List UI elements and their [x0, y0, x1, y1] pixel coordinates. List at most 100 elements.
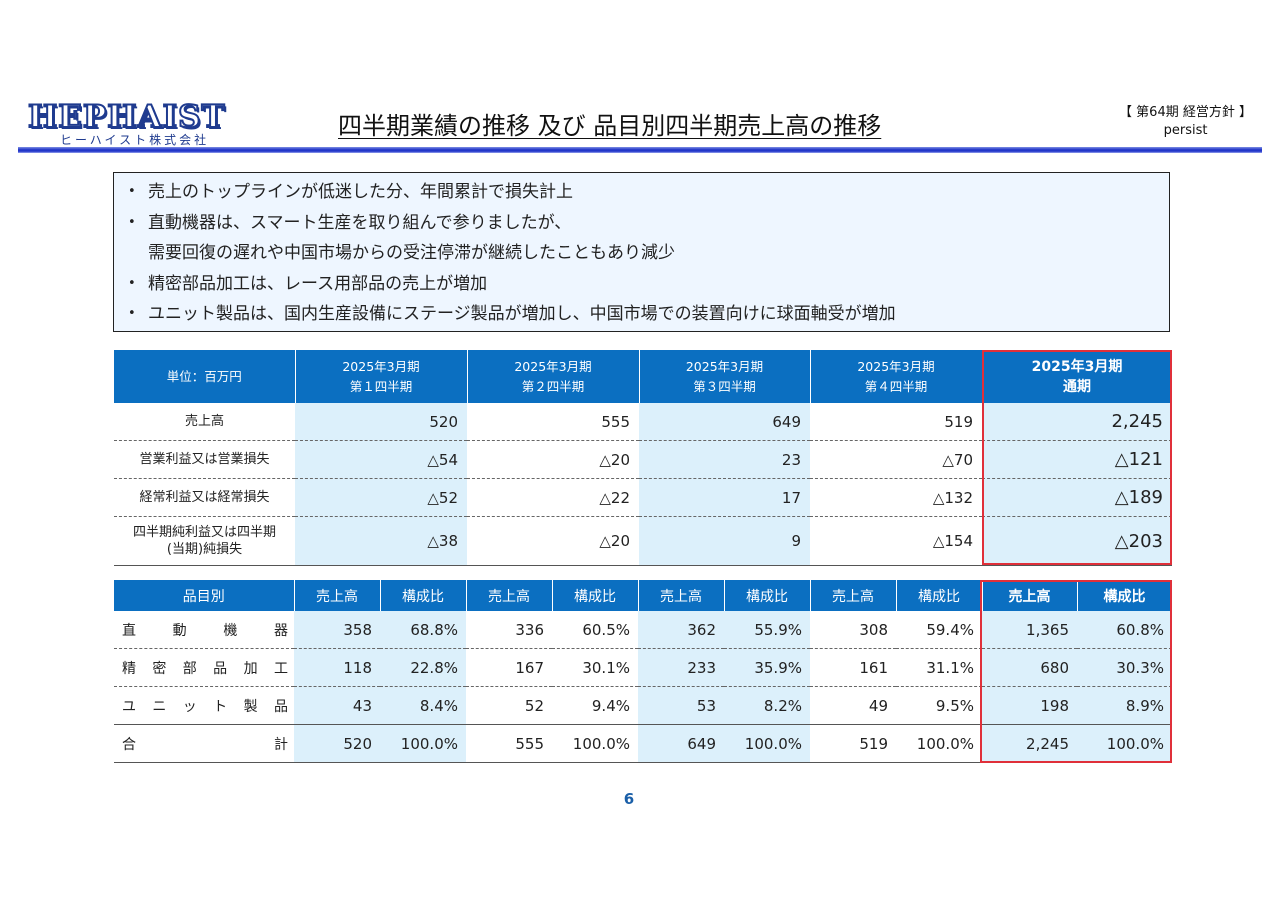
table-cell: 23 [639, 440, 810, 479]
table-cell: △52 [295, 478, 467, 517]
sales-header: 売上高 [294, 580, 381, 611]
table-row: 直動機器 358 68.8% 336 60.5% 362 55.9% 308 5… [114, 611, 1172, 649]
table-cell: 161 [810, 648, 896, 687]
bullet-item: • 直動機器は、スマート生産を取り組んで参りましたが、 [128, 208, 1169, 239]
table-cell: 30.1% [552, 648, 638, 687]
table-cell: 649 [638, 724, 724, 763]
sales-header: 売上高 [638, 580, 725, 611]
table-cell: 30.3% [1077, 648, 1172, 687]
logo-company-name: ヒーハイスト株式会社 [60, 133, 210, 147]
table-cell-full-year: △203 [982, 516, 1172, 566]
table-cell: 362 [638, 611, 724, 649]
table-row: 精密部品加工 118 22.8% 167 30.1% 233 35.9% 161… [114, 648, 1172, 687]
table-cell: 2,245 [982, 724, 1077, 763]
corner-period: 【 第64期 経営方針 】 [1119, 105, 1252, 120]
table-cell: 53 [638, 686, 724, 725]
table-header-row: 単位：百万円 2025年3月期 第１四半期 2025年3月期 第２四半期 2025年… [114, 350, 1173, 403]
quarterly-results-table: 単位：百万円 2025年3月期 第１四半期 2025年3月期 第２四半期 2025年… [114, 350, 1173, 566]
category-header: 品目別 [114, 580, 295, 611]
corner-label: 【 第64期 経営方針 】 persist [1119, 104, 1252, 140]
table-cell: 100.0% [1077, 724, 1172, 763]
table-cell: 649 [639, 403, 810, 441]
table-cell: △70 [810, 440, 982, 479]
column-header-q4: 2025年3月期 第４四半期 [810, 350, 983, 403]
table-cell: 9.5% [896, 686, 982, 725]
table-cell-full-year: 2,245 [982, 403, 1172, 441]
table-cell: 308 [810, 611, 896, 649]
column-header-full-year: 2025年3月期 通期 [982, 350, 1173, 403]
table-cell: 9.4% [552, 686, 638, 725]
row-label: 四半期純利益又は四半期 (当期)純損失 [114, 516, 295, 566]
company-logo: HEPHAIST ヒーハイスト株式会社 [27, 99, 248, 149]
table-cell: 8.9% [1077, 686, 1172, 725]
table-cell: △20 [467, 440, 639, 479]
table-cell: 31.1% [896, 648, 982, 687]
row-label: 経常利益又は経常損失 [114, 478, 295, 517]
table-cell: 233 [638, 648, 724, 687]
table-cell: 100.0% [724, 724, 810, 763]
logo-wordmark: HEPHAIST [27, 99, 226, 135]
table-cell: 555 [466, 724, 552, 763]
bullet-dot-icon: • [128, 184, 136, 199]
table-cell: 59.4% [896, 611, 982, 649]
header-divider [18, 147, 1262, 153]
page-title: 四半期業績の推移 及び 品目別四半期売上高の推移 [338, 112, 882, 140]
table-header-row: 品目別 売上高 構成比 売上高 構成比 売上高 構成比 売上高 構成比 売上高 … [114, 580, 1173, 611]
column-header-q2: 2025年3月期 第２四半期 [467, 350, 640, 403]
column-header-q3: 2025年3月期 第３四半期 [639, 350, 811, 403]
table-cell: 17 [639, 478, 810, 517]
table-cell: 520 [294, 724, 380, 763]
bullet-item: • ユニット製品は、国内生産設備にステージ製品が増加し、中国市場での装置向けに球面… [128, 299, 1169, 330]
bullet-item: • 精密部品加工は、レース用部品の売上が増加 [128, 269, 1169, 300]
ratio-header: 構成比 [380, 580, 467, 611]
row-label: 精密部品加工 [114, 648, 294, 687]
table-cell: 60.8% [1077, 611, 1172, 649]
bullet-item: • 売上のトップラインが低迷した分、年間累計で損失計上 [128, 177, 1169, 208]
ratio-header: 構成比 [552, 580, 639, 611]
table-cell: △154 [810, 516, 982, 566]
table-cell: 9 [639, 516, 810, 566]
row-label: ユニット製品 [114, 686, 294, 725]
corner-slogan: persist [1163, 123, 1208, 138]
table-row: ユニット製品 43 8.4% 52 9.4% 53 8.2% 49 9.5% 1… [114, 686, 1172, 725]
bullet-item-continuation: 需要回復の遅れや中国市場からの受注停滞が継続したこともあり減少 [148, 243, 675, 263]
row-label: 直動機器 [114, 611, 294, 649]
table-cell: 519 [810, 724, 896, 763]
table-cell: 100.0% [552, 724, 638, 763]
product-sales-table: 品目別 売上高 構成比 売上高 構成比 売上高 構成比 売上高 構成比 売上高 … [114, 580, 1173, 763]
table-row: 売上高 520 555 649 519 2,245 [114, 403, 1172, 441]
table-cell: 49 [810, 686, 896, 725]
table-cell: 8.4% [380, 686, 466, 725]
bullet-dot-icon: • [128, 275, 136, 291]
table-cell: △54 [295, 440, 467, 479]
table-cell-full-year: △121 [982, 440, 1172, 479]
table-cell: 60.5% [552, 611, 638, 649]
table-cell: 520 [295, 403, 467, 441]
table-cell: 1,365 [982, 611, 1077, 649]
table-cell: △38 [295, 516, 467, 566]
table-cell: 43 [294, 686, 380, 725]
row-label: 営業利益又は営業損失 [114, 440, 295, 479]
table-cell: 198 [982, 686, 1077, 725]
table-cell: 52 [466, 686, 552, 725]
table-cell: 35.9% [724, 648, 810, 687]
table-cell: △20 [467, 516, 639, 566]
table-cell: △22 [467, 478, 639, 517]
sales-header: 売上高 [810, 580, 897, 611]
table-cell: 68.8% [380, 611, 466, 649]
table-cell: 118 [294, 648, 380, 687]
table-row: 営業利益又は営業損失 △54 △20 23 △70 △121 [114, 440, 1172, 479]
unit-header: 単位：百万円 [114, 350, 296, 403]
bullet-dot-icon: • [128, 214, 136, 230]
row-label: 売上高 [114, 403, 295, 441]
table-total-row: 合計 520 100.0% 555 100.0% 649 100.0% 519 … [114, 724, 1172, 763]
row-label: 合計 [114, 724, 294, 763]
table-cell: 519 [810, 403, 982, 441]
page-number: 6 [623, 790, 635, 808]
table-row: 四半期純利益又は四半期 (当期)純損失 △38 △20 9 △154 △203 [114, 516, 1172, 566]
sales-header: 売上高 [466, 580, 553, 611]
ratio-header: 構成比 [896, 580, 983, 611]
table-cell: 680 [982, 648, 1077, 687]
ratio-header-full-year: 構成比 [1077, 580, 1173, 611]
table-cell: 555 [467, 403, 639, 441]
